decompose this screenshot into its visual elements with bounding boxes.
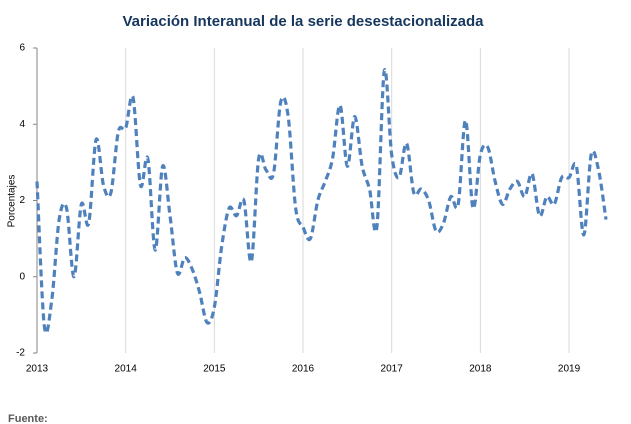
y-tick-label: 0 xyxy=(19,271,25,282)
y-tick-label: -2 xyxy=(16,348,25,359)
x-tick-label: 2017 xyxy=(381,364,404,375)
x-tick-label: 2019 xyxy=(558,364,581,375)
x-tick-label: 2013 xyxy=(26,364,49,375)
x-tick-label: 2018 xyxy=(469,364,492,375)
data-line xyxy=(35,68,608,335)
x-tick-label: 2016 xyxy=(292,364,315,375)
y-tick-label: 4 xyxy=(19,119,25,130)
chart-subtitle: Variación Interanual de la serie desesta… xyxy=(123,13,485,30)
y-axis-label: Porcentajes xyxy=(7,175,18,228)
x-tick-label: 2014 xyxy=(115,364,138,375)
y-tick-label: 2 xyxy=(19,195,25,206)
x-tick-label: 2015 xyxy=(203,364,226,375)
y-tick-label: 6 xyxy=(19,43,25,54)
source-note: Fuente: xyxy=(8,413,48,424)
